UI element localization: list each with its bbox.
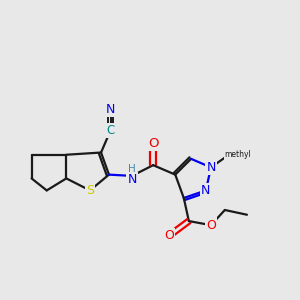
Text: O: O — [206, 219, 216, 232]
Text: N: N — [106, 103, 115, 116]
Text: methyl: methyl — [224, 150, 251, 159]
Text: O: O — [164, 230, 174, 242]
Text: N: N — [127, 173, 137, 186]
Text: N: N — [201, 184, 211, 197]
Text: C: C — [106, 124, 115, 137]
Text: H: H — [128, 164, 136, 174]
Text: N: N — [206, 161, 216, 174]
Text: S: S — [86, 184, 94, 197]
Text: O: O — [148, 136, 158, 150]
